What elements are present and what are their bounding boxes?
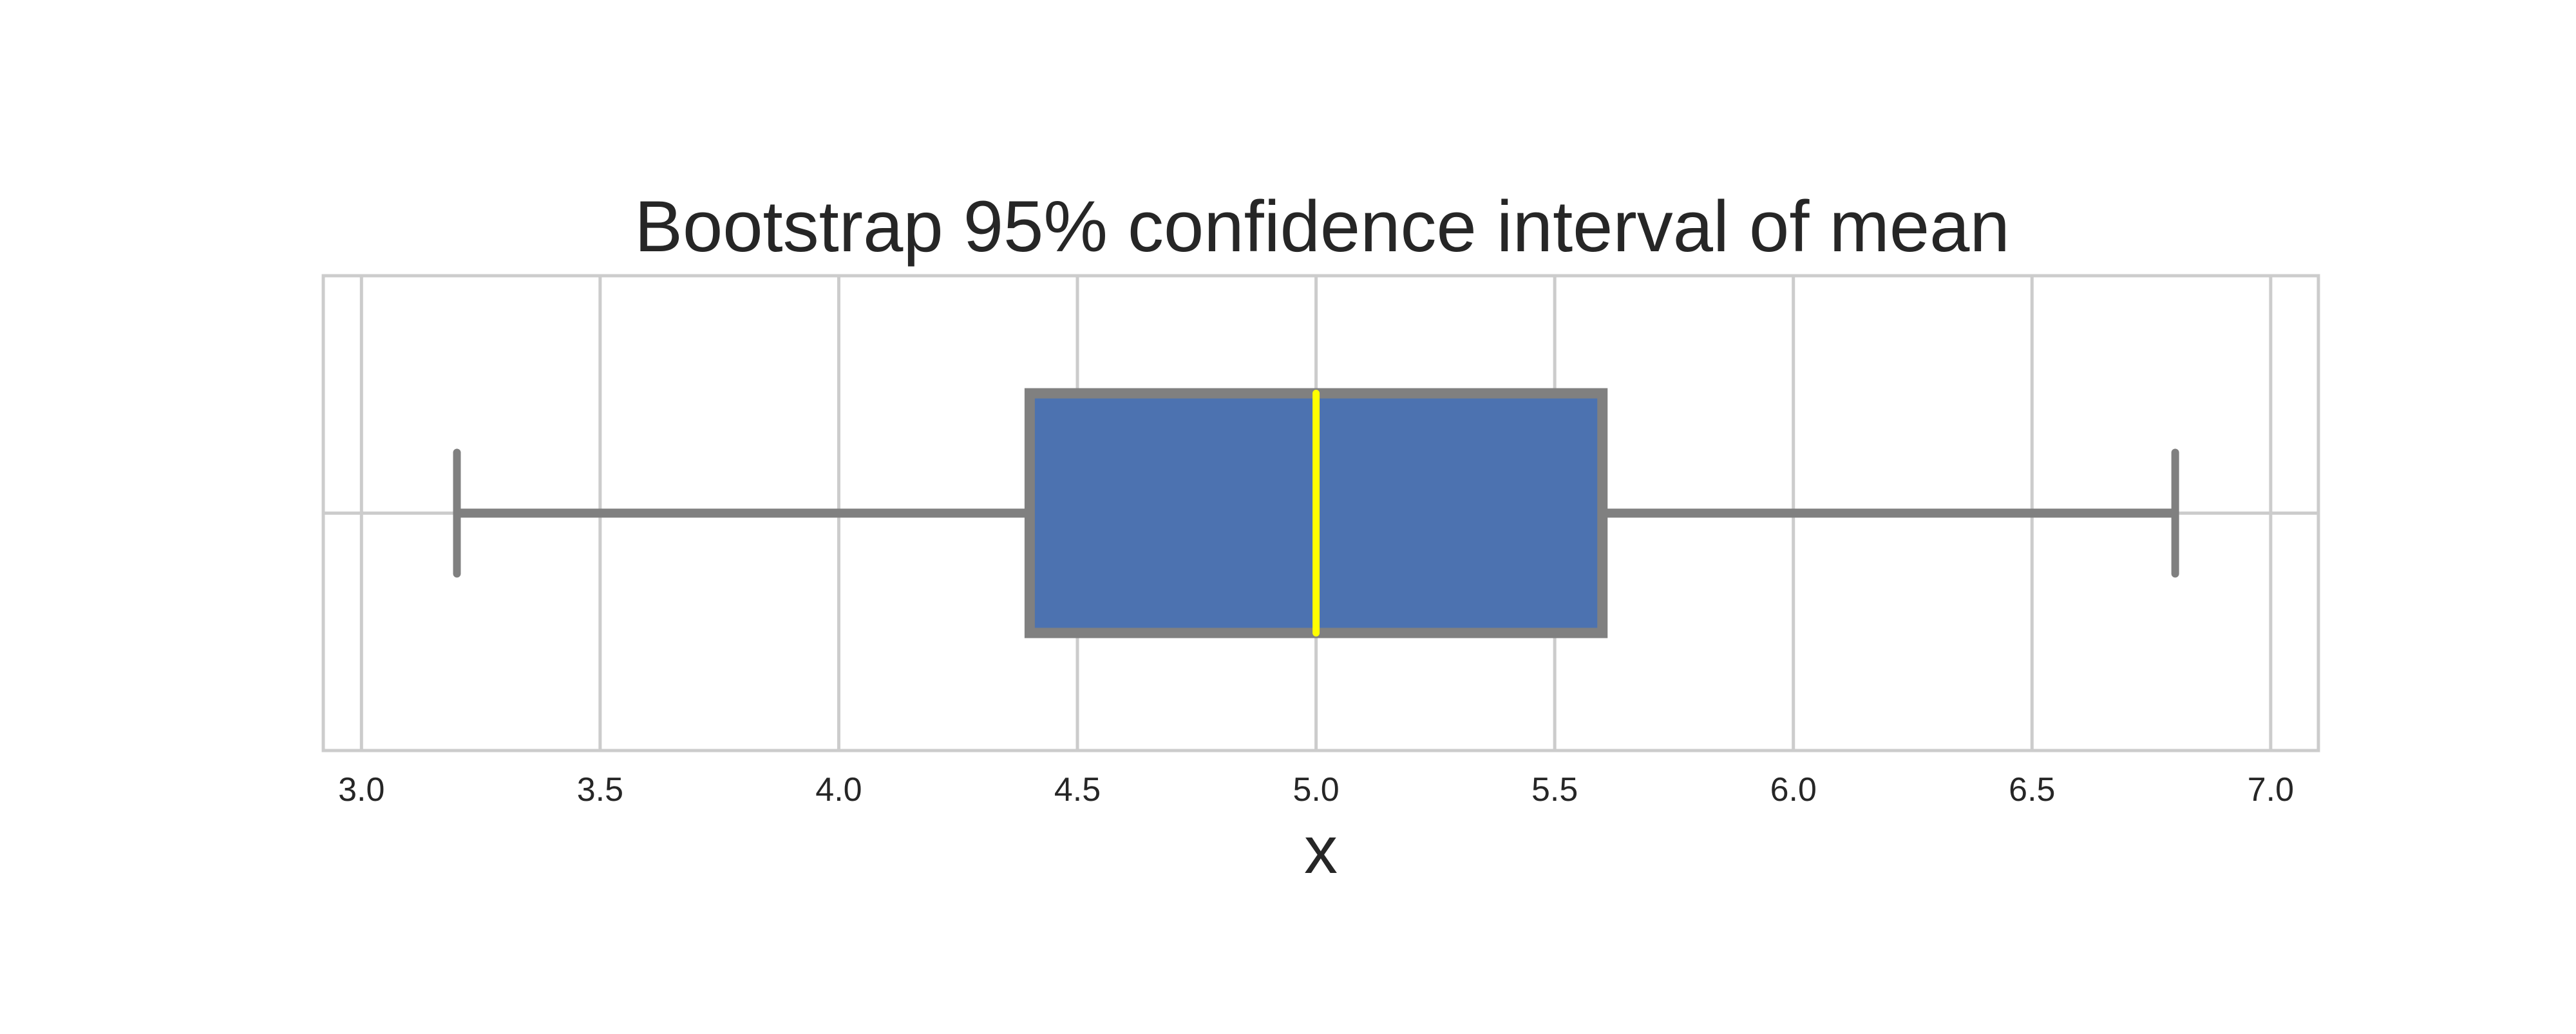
x-tick-label: 6.5 — [2009, 771, 2055, 809]
x-tick-label: 6.0 — [1770, 771, 1817, 809]
chart-title: Bootstrap 95% confidence interval of mea… — [634, 186, 2010, 267]
x-tick-label: 7.0 — [2248, 771, 2294, 809]
x-tick-label: 4.0 — [815, 771, 862, 809]
x-axis-label: x — [1304, 813, 1338, 888]
axes-frame — [321, 274, 2320, 752]
x-tick-label: 5.5 — [1531, 771, 1578, 809]
plot-area — [453, 388, 2179, 638]
x-tick-label: 4.5 — [1054, 771, 1101, 809]
x-tick-labels: 3.0 3.5 4.0 4.5 5.0 5.5 6.0 6.5 7.0 — [338, 771, 2294, 809]
x-tick-label: 3.5 — [577, 771, 623, 809]
x-tick-label: 3.0 — [338, 771, 384, 809]
x-tick-label: 5.0 — [1293, 771, 1339, 809]
